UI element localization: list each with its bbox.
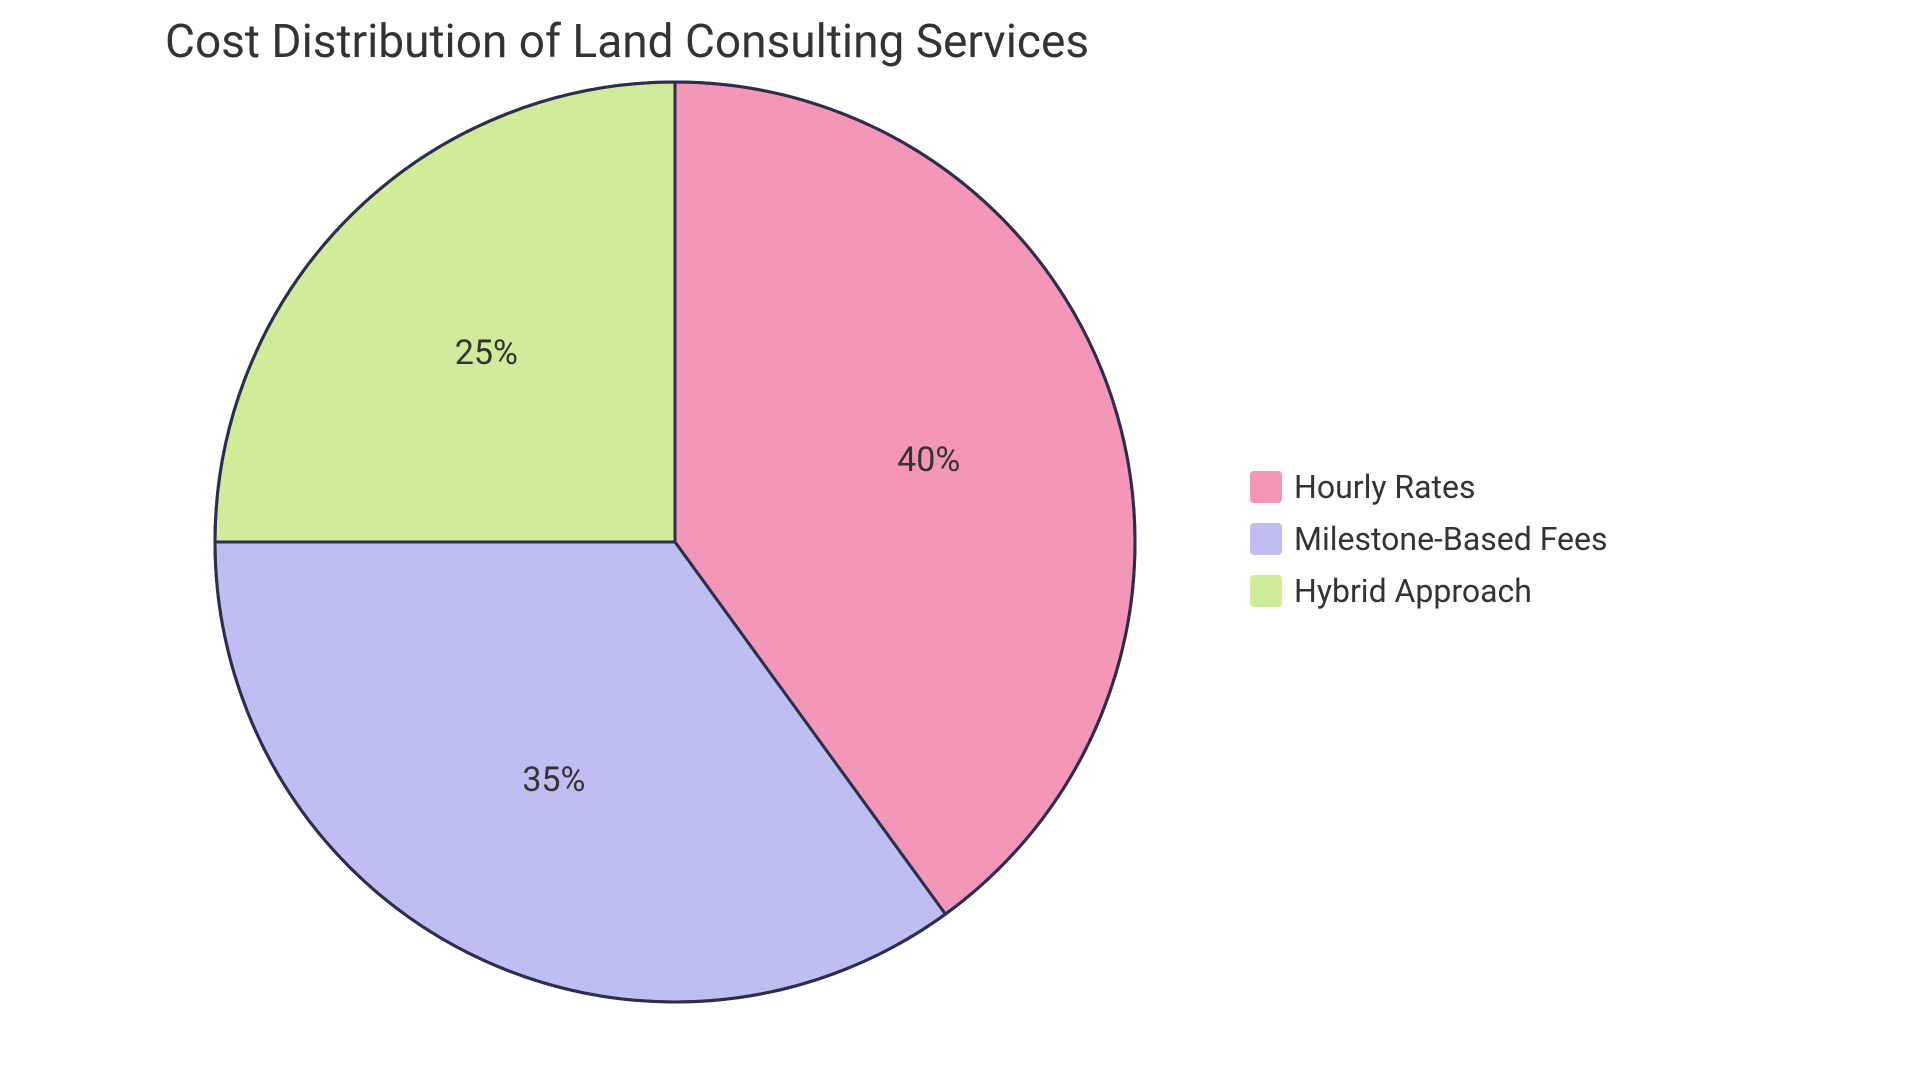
- pie-slice-2: [215, 82, 675, 542]
- legend-label-0: Hourly Rates: [1294, 468, 1476, 506]
- pie-slice-label-1: 35%: [522, 760, 585, 800]
- pie-svg: [212, 79, 1138, 1005]
- legend-item-0: Hourly Rates: [1250, 468, 1608, 506]
- legend-swatch-2: [1250, 575, 1282, 607]
- legend-item-1: Milestone-Based Fees: [1250, 520, 1608, 558]
- legend-label-2: Hybrid Approach: [1294, 572, 1532, 610]
- legend-label-1: Milestone-Based Fees: [1294, 520, 1608, 558]
- legend-swatch-1: [1250, 523, 1282, 555]
- pie-chart: [212, 79, 1138, 1005]
- chart-container: Cost Distribution of Land Consulting Ser…: [0, 0, 1920, 1083]
- legend: Hourly Rates Milestone-Based Fees Hybrid A…: [1250, 468, 1608, 610]
- legend-swatch-0: [1250, 471, 1282, 503]
- pie-slice-label-2: 25%: [455, 333, 518, 373]
- legend-item-2: Hybrid Approach: [1250, 572, 1608, 610]
- pie-slice-label-0: 40%: [897, 440, 960, 480]
- chart-title: Cost Distribution of Land Consulting Ser…: [165, 15, 1089, 69]
